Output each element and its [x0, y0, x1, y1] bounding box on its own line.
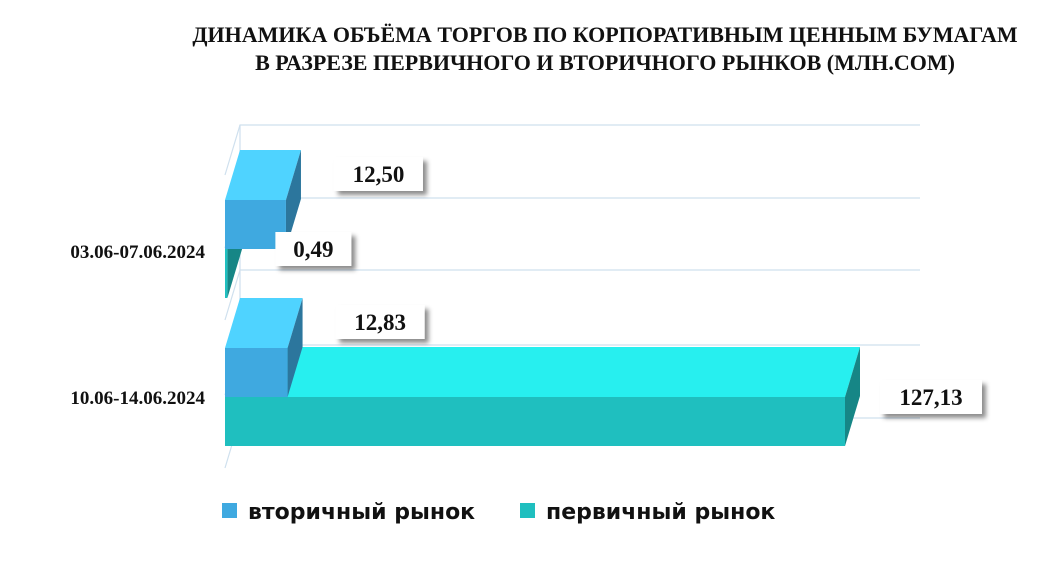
bar-side: [845, 347, 860, 446]
legend-swatch: [520, 503, 535, 518]
value-label-box: [880, 380, 982, 414]
bar-front: [225, 249, 228, 298]
bar-top: [225, 347, 860, 397]
y-tick-label: 10.06-14.06.2024: [70, 388, 205, 409]
legend-label: первичный рынок: [546, 500, 775, 525]
chart-subtitle: В РАЗРЕЗЕ ПЕРВИЧНОГО И ВТОРИЧНОГО РЫНКОВ…: [255, 50, 955, 75]
bar-front: [225, 397, 845, 446]
bar-side: [287, 298, 303, 397]
legend-swatch: [222, 503, 237, 518]
value-label: 127,13: [899, 385, 962, 410]
value-label: 0,49: [293, 237, 333, 262]
bar: [225, 298, 303, 397]
bar-top: [225, 150, 301, 200]
wall-line: [224, 269, 920, 321]
bar-front: [225, 348, 288, 397]
value-label-box: [335, 305, 425, 339]
value-label: 12,50: [353, 162, 405, 187]
value-label-box: [333, 157, 423, 191]
value-label-box: [275, 232, 352, 266]
legend-label: вторичный рынок: [248, 500, 475, 525]
bar: [225, 347, 860, 446]
bar-top: [225, 298, 303, 348]
y-tick-label: 03.06-07.06.2024: [70, 242, 205, 263]
chart-title: ДИНАМИКА ОБЪЁМА ТОРГОВ ПО КОРПОРАТИВНЫМ …: [192, 22, 1017, 47]
wall-line: [224, 124, 920, 176]
value-label: 12,83: [354, 310, 406, 335]
bar-side: [285, 150, 301, 249]
